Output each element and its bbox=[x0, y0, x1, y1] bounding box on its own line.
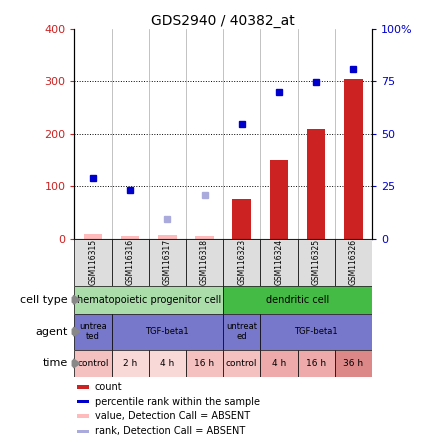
Text: TGF-beta1: TGF-beta1 bbox=[145, 327, 189, 336]
Bar bbox=[260, 239, 298, 286]
Text: untreat
ed: untreat ed bbox=[226, 322, 257, 341]
Text: GSM116325: GSM116325 bbox=[312, 239, 320, 285]
Bar bbox=[111, 239, 149, 286]
Bar bbox=[121, 236, 139, 239]
Text: GSM116315: GSM116315 bbox=[88, 239, 97, 285]
Text: agent: agent bbox=[36, 327, 68, 337]
Text: percentile rank within the sample: percentile rank within the sample bbox=[95, 396, 260, 407]
Text: dendritic cell: dendritic cell bbox=[266, 295, 329, 305]
Text: count: count bbox=[95, 382, 122, 392]
Bar bbox=[74, 350, 111, 377]
Text: GSM116326: GSM116326 bbox=[349, 239, 358, 285]
Text: GSM116318: GSM116318 bbox=[200, 239, 209, 285]
Bar bbox=[335, 239, 372, 286]
Bar bbox=[223, 239, 260, 286]
Bar bbox=[84, 234, 102, 239]
Bar bbox=[111, 350, 149, 377]
Text: rank, Detection Call = ABSENT: rank, Detection Call = ABSENT bbox=[95, 426, 245, 436]
Text: hematopoietic progenitor cell: hematopoietic progenitor cell bbox=[76, 295, 221, 305]
Bar bbox=[111, 313, 223, 350]
Bar bbox=[77, 385, 89, 389]
Title: GDS2940 / 40382_at: GDS2940 / 40382_at bbox=[151, 14, 295, 28]
Bar bbox=[149, 239, 186, 286]
Text: control: control bbox=[226, 359, 258, 368]
Text: GSM116324: GSM116324 bbox=[275, 239, 283, 285]
Bar bbox=[74, 313, 111, 350]
Bar bbox=[186, 350, 223, 377]
Bar bbox=[223, 286, 372, 313]
Text: value, Detection Call = ABSENT: value, Detection Call = ABSENT bbox=[95, 411, 250, 421]
Bar bbox=[298, 239, 335, 286]
Bar bbox=[223, 313, 260, 350]
Text: 16 h: 16 h bbox=[306, 359, 326, 368]
Text: 16 h: 16 h bbox=[195, 359, 215, 368]
Text: untrea
ted: untrea ted bbox=[79, 322, 107, 341]
Text: time: time bbox=[43, 358, 68, 369]
Bar bbox=[158, 234, 177, 239]
Bar bbox=[74, 286, 223, 313]
Text: 4 h: 4 h bbox=[272, 359, 286, 368]
Bar bbox=[77, 414, 89, 418]
Bar bbox=[260, 313, 372, 350]
Bar bbox=[195, 236, 214, 239]
Bar bbox=[232, 199, 251, 239]
Bar bbox=[186, 239, 223, 286]
Text: TGF-beta1: TGF-beta1 bbox=[294, 327, 338, 336]
Text: 36 h: 36 h bbox=[343, 359, 363, 368]
Text: GSM116316: GSM116316 bbox=[126, 239, 135, 285]
Bar bbox=[344, 79, 363, 239]
Bar bbox=[149, 350, 186, 377]
Bar bbox=[223, 350, 260, 377]
Bar bbox=[307, 129, 326, 239]
Bar bbox=[298, 350, 335, 377]
Text: GSM116317: GSM116317 bbox=[163, 239, 172, 285]
Bar bbox=[74, 239, 111, 286]
Text: control: control bbox=[77, 359, 109, 368]
Bar bbox=[260, 350, 298, 377]
Text: 2 h: 2 h bbox=[123, 359, 137, 368]
Bar bbox=[77, 430, 89, 433]
Text: 4 h: 4 h bbox=[160, 359, 175, 368]
Text: GSM116323: GSM116323 bbox=[237, 239, 246, 285]
Bar bbox=[77, 400, 89, 403]
Bar bbox=[335, 350, 372, 377]
Text: cell type: cell type bbox=[20, 295, 68, 305]
Bar bbox=[269, 160, 288, 239]
